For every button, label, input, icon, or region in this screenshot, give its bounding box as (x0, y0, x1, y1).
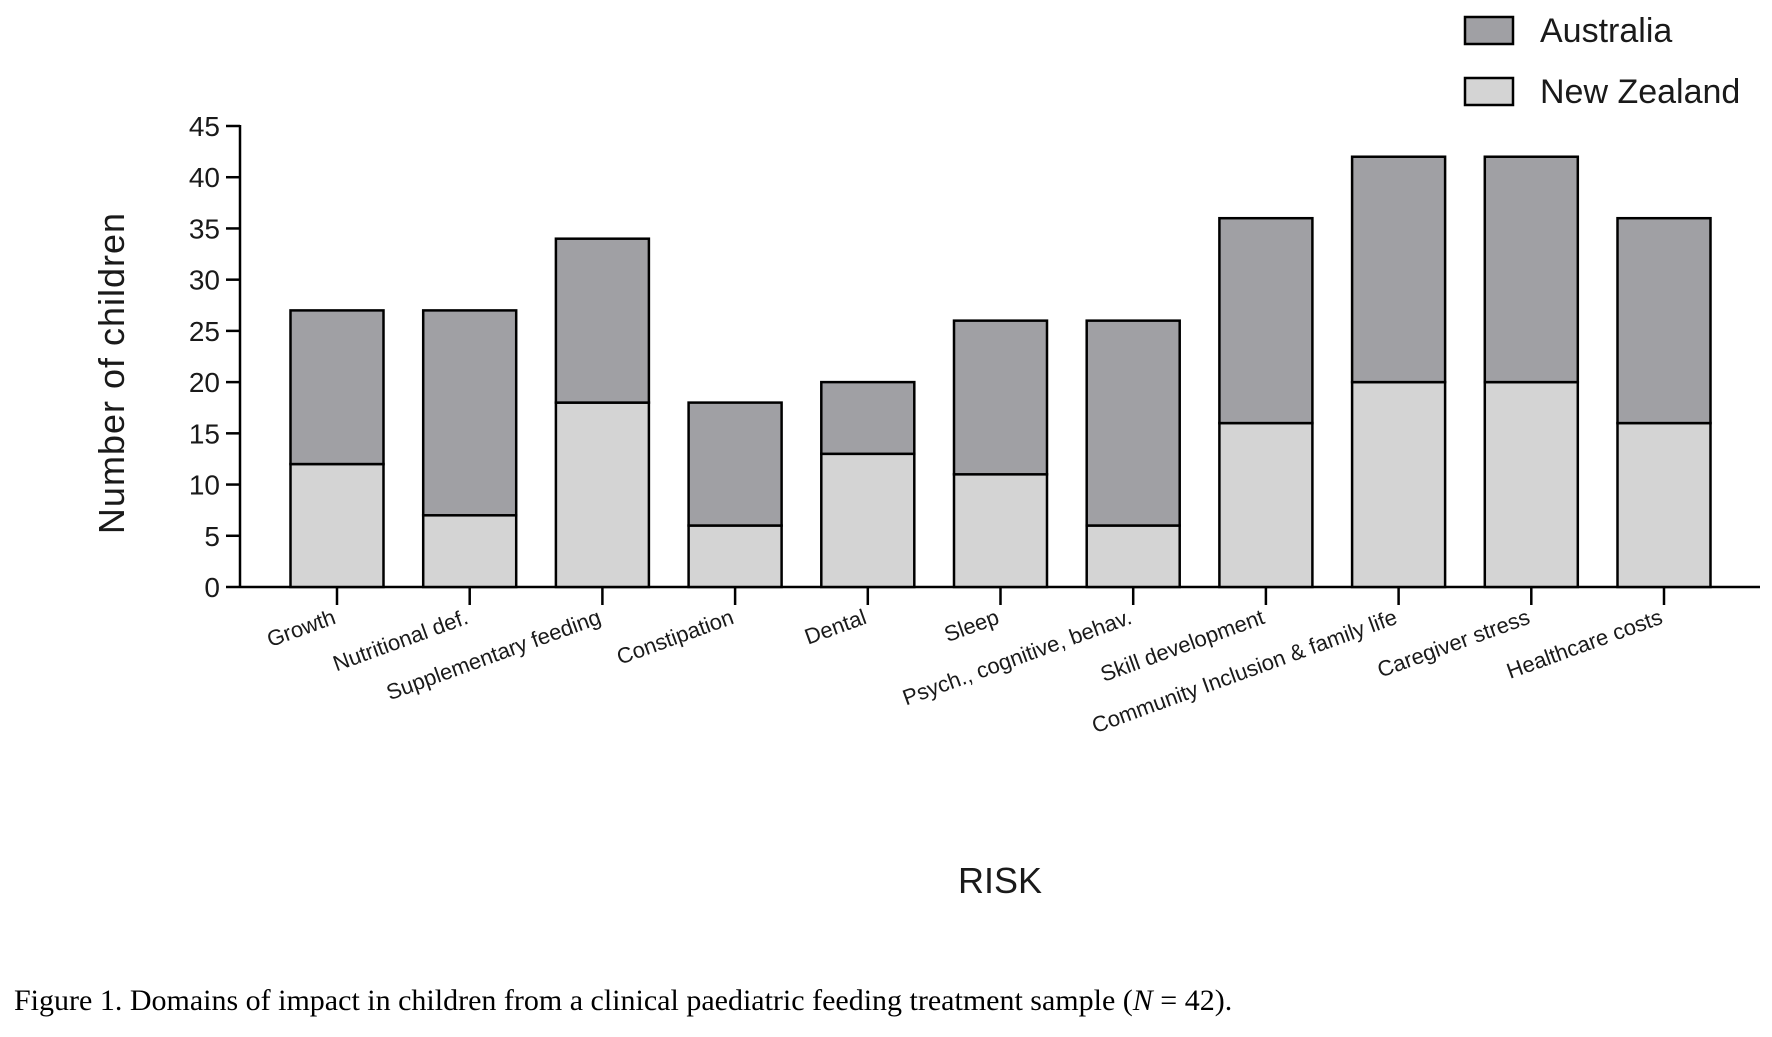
figure-caption: Figure 1. Domains of impact in children … (14, 984, 1232, 1018)
bar-new-zealand (421, 514, 518, 589)
bar-stack (1218, 216, 1314, 589)
y-tick-label: 20 (189, 367, 220, 398)
caption-n-symbol: N (1132, 984, 1153, 1017)
bar-new-zealand (687, 524, 783, 589)
bar-stack (1616, 216, 1712, 589)
bar-australia (1218, 216, 1314, 425)
bar-stack (289, 309, 385, 589)
bar-stack (820, 380, 916, 589)
caption-prefix: Figure 1. Domains of impact in children … (14, 984, 1133, 1017)
bars (289, 155, 1712, 589)
bar-australia (820, 380, 916, 456)
x-tick-label: Psych., cognitive, behav. (899, 604, 1135, 710)
bar-australia (687, 401, 783, 527)
bar-australia (952, 319, 1049, 476)
x-tick-label: Supplementary feeding (383, 604, 604, 705)
bar-new-zealand (1350, 380, 1447, 589)
bar-new-zealand (289, 462, 385, 589)
y-tick-label: 30 (189, 265, 220, 296)
y-axis: 0 5 10 15 20 25 30 35 40 45 (189, 111, 242, 603)
bar-stack (1085, 319, 1181, 589)
bar-stack (1350, 155, 1447, 589)
bar-new-zealand (1616, 421, 1712, 589)
x-tick-label: Dental (801, 604, 869, 649)
legend: Australia New Zealand (1463, 12, 1740, 111)
bar-australia (554, 237, 651, 404)
legend-label: Australia (1540, 12, 1672, 50)
bar-stack (1483, 155, 1580, 589)
bar-australia (1085, 319, 1181, 527)
x-axis (240, 585, 1760, 605)
x-tick-label: Growth (264, 604, 339, 652)
bar-new-zealand (952, 473, 1049, 589)
bar-australia (421, 309, 518, 517)
legend-item: Australia (1463, 12, 1672, 50)
y-tick-label: 45 (189, 111, 220, 142)
bar-australia (1350, 155, 1447, 384)
bar-stack (421, 309, 518, 589)
legend-swatch (1463, 76, 1515, 107)
y-axis-title: Number of children (91, 212, 132, 534)
legend-item: New Zealand (1463, 73, 1740, 111)
legend-swatch (1463, 15, 1515, 46)
y-tick-label: 35 (189, 213, 220, 244)
bar-stack (554, 237, 651, 589)
y-tick-label: 10 (189, 470, 220, 501)
y-tick-label: 40 (189, 162, 220, 193)
x-tick-label: Constipation (613, 604, 736, 669)
bar-australia (1483, 155, 1580, 384)
caption-suffix: = 42). (1152, 984, 1233, 1017)
x-axis-title: RISK (958, 860, 1042, 901)
bar-new-zealand (820, 452, 916, 589)
y-tick-label: 0 (204, 572, 220, 603)
legend-label: New Zealand (1540, 73, 1740, 111)
bar-australia (289, 309, 385, 466)
bar-new-zealand (554, 401, 651, 589)
x-tick-label: Sleep (941, 604, 1002, 647)
bar-new-zealand (1218, 421, 1314, 589)
y-tick-label: 15 (189, 418, 220, 449)
bar-new-zealand (1085, 524, 1181, 589)
bar-new-zealand (1483, 380, 1580, 589)
bar-australia (1616, 216, 1712, 425)
y-tick-label: 5 (204, 521, 220, 552)
bar-stack (952, 319, 1049, 589)
bar-stack (687, 401, 783, 589)
y-tick-label: 25 (189, 316, 220, 347)
